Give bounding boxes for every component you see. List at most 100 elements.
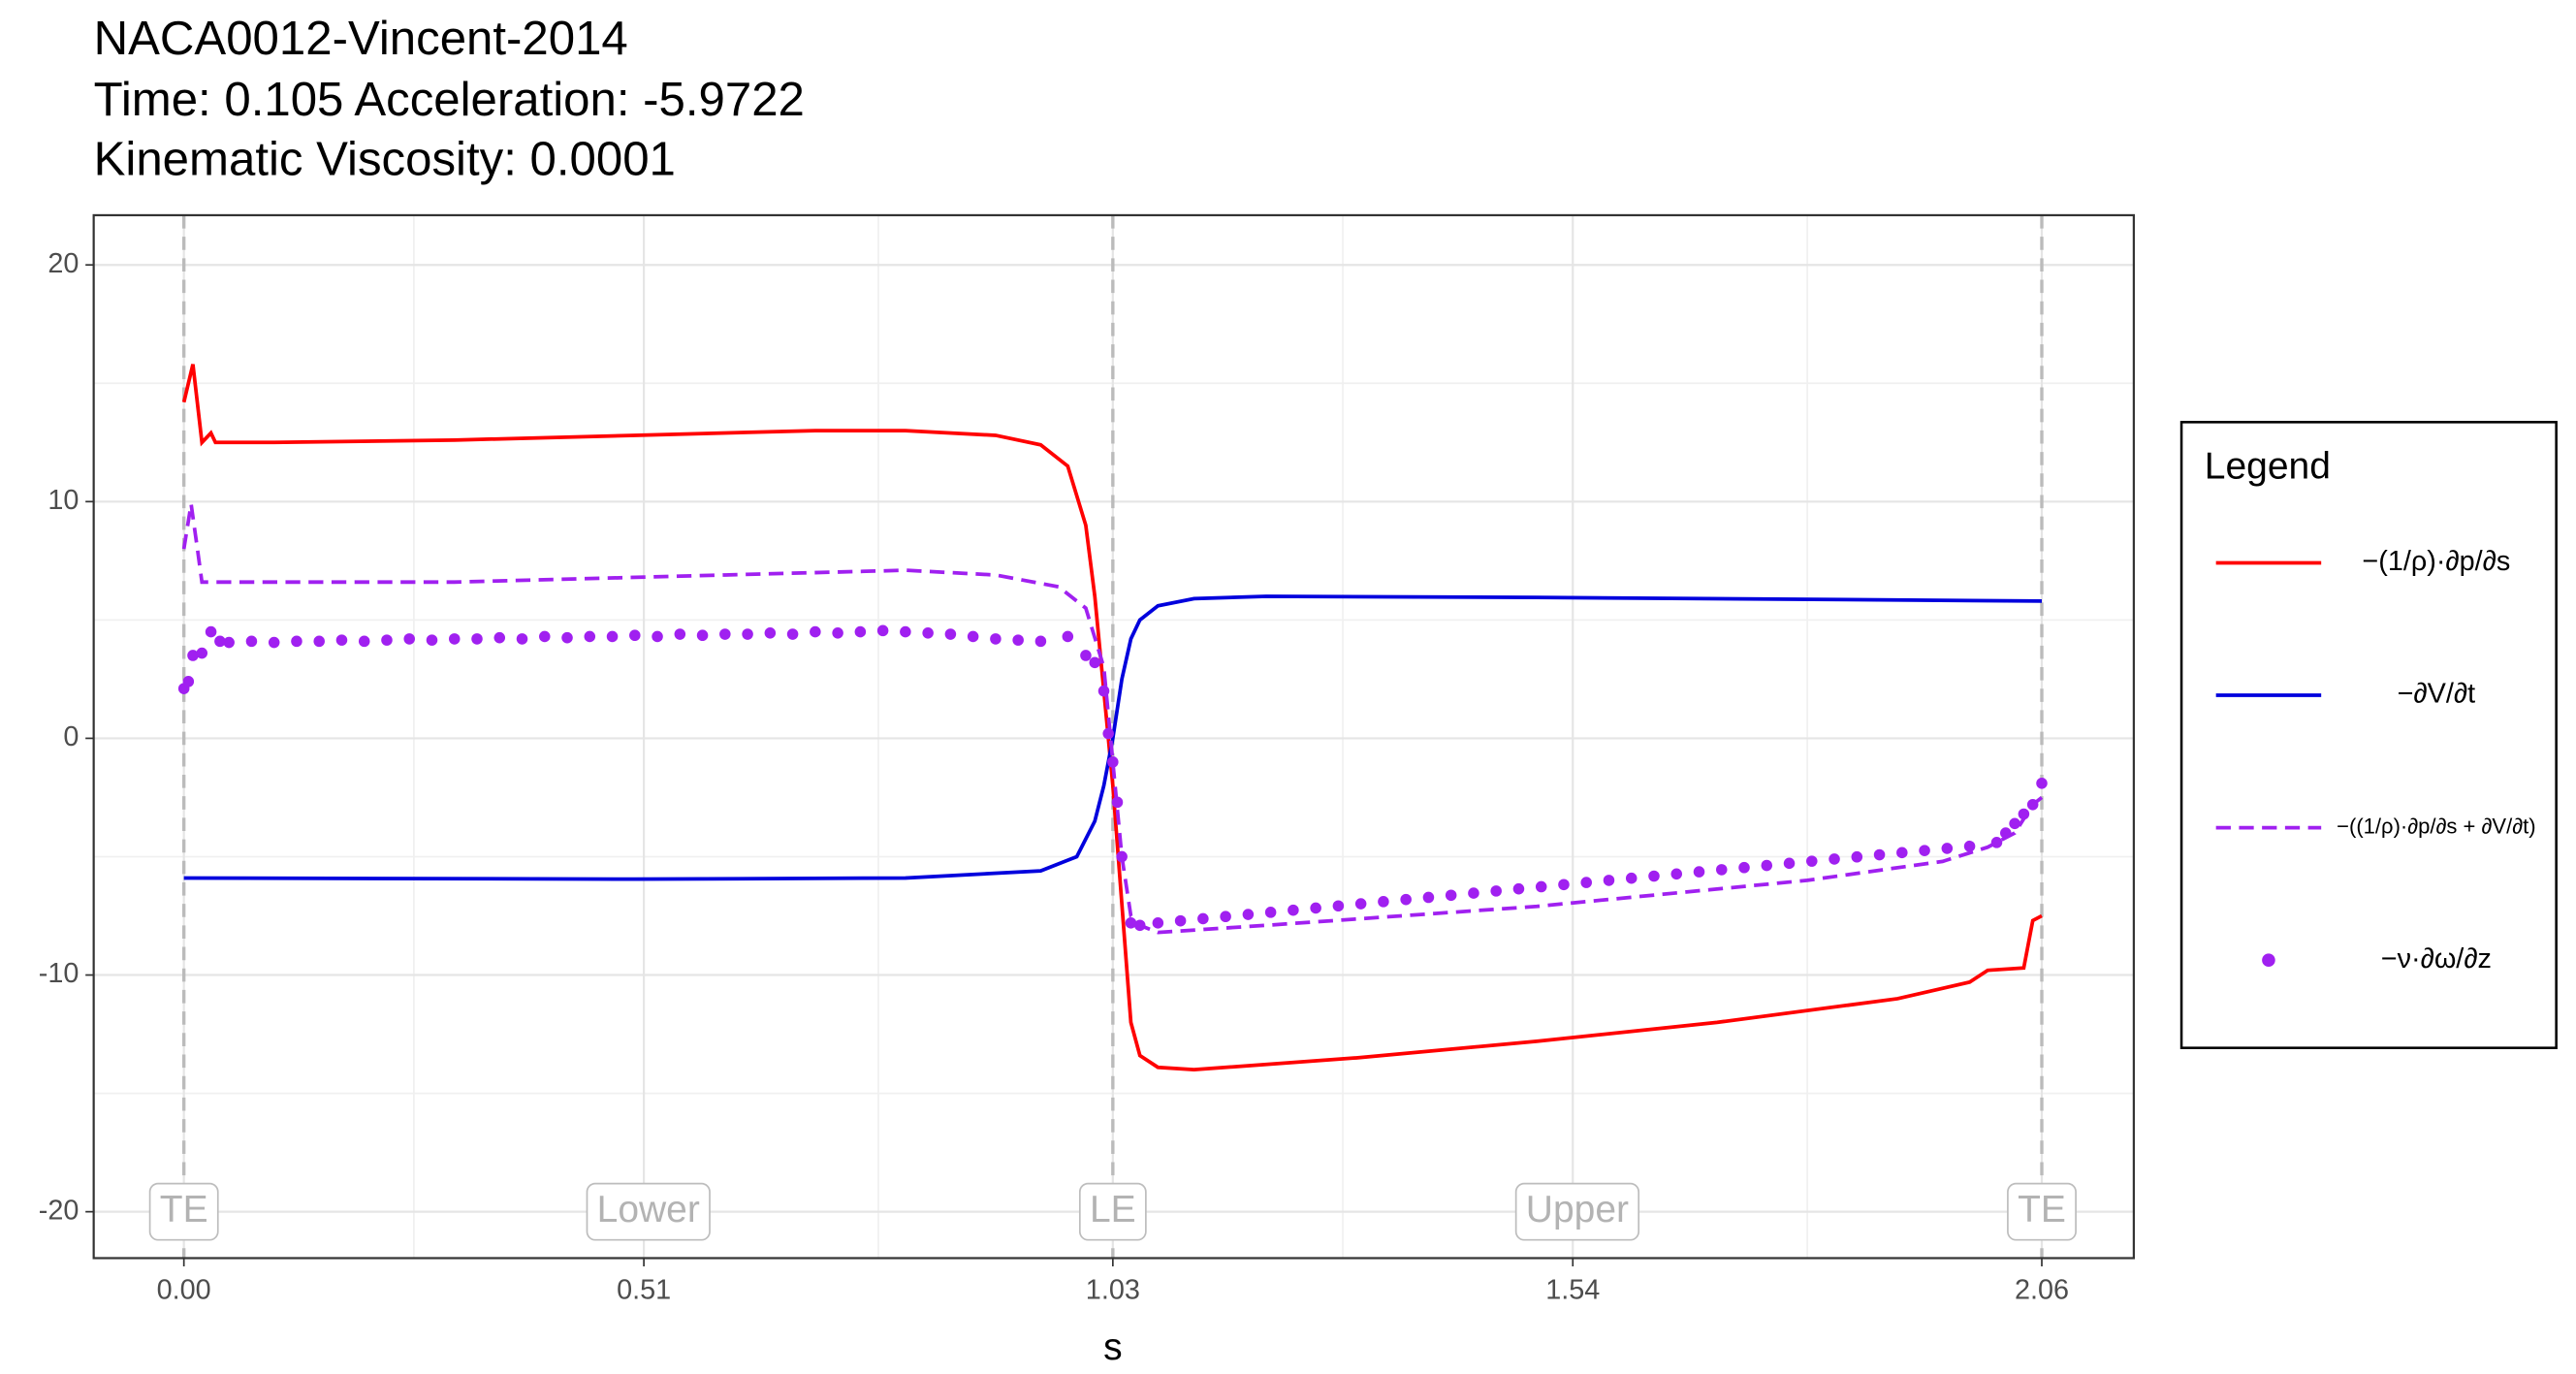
point (719, 628, 731, 640)
point (2018, 808, 2030, 820)
y-tick-label: 0 (63, 721, 79, 752)
point (1034, 635, 1047, 648)
annotation-label: Lower (597, 1189, 700, 1230)
point (1919, 845, 1930, 856)
x-axis-label: s (1103, 1326, 1122, 1368)
point (1264, 907, 1277, 918)
point (1288, 904, 1299, 916)
point (2000, 827, 2012, 839)
point (196, 647, 208, 659)
legend-swatch (2262, 953, 2275, 968)
annotation: TE (148, 1182, 219, 1241)
point (1354, 898, 1367, 910)
legend-title: Legend (2205, 445, 2331, 487)
line (183, 594, 2043, 881)
point (313, 635, 325, 648)
plot-border (92, 213, 2135, 1260)
point (1648, 870, 1660, 882)
chart-subtitle: Kinematic Viscosity: 0.0001 (94, 132, 676, 185)
point (358, 635, 370, 648)
y-tick-label: -10 (39, 958, 80, 989)
x-tick-label: 0.00 (157, 1274, 211, 1305)
point (1242, 909, 1255, 920)
annotation: Upper (1514, 1182, 1640, 1241)
point (291, 635, 302, 648)
point (1174, 914, 1187, 927)
point (2026, 798, 2039, 811)
legend-box (2179, 421, 2558, 1049)
point (1829, 853, 1840, 865)
point (1535, 880, 1547, 893)
point (1603, 875, 1615, 886)
point (268, 636, 280, 649)
chart-subtitle: Time: 0.105 Acceleration: -5.9722 (94, 73, 805, 126)
point (786, 628, 799, 640)
point (1332, 900, 1345, 912)
y-tick-label: -20 (39, 1195, 80, 1226)
annotation-box (2007, 1182, 2077, 1241)
point (944, 628, 957, 640)
x-tick-label: 2.06 (2015, 1274, 2069, 1305)
point (584, 630, 596, 643)
point (967, 630, 979, 643)
point (403, 633, 416, 645)
point (335, 634, 348, 646)
point (606, 630, 619, 643)
point (516, 633, 528, 645)
point (1761, 859, 1773, 872)
annotation-label: TE (160, 1189, 208, 1230)
point (1080, 650, 1092, 661)
point (652, 630, 663, 643)
point (1738, 861, 1750, 874)
annotation: Lower (586, 1182, 711, 1241)
point (2036, 778, 2048, 789)
point (1715, 864, 1728, 876)
point (1670, 868, 1683, 880)
point (245, 635, 258, 648)
point (900, 625, 911, 638)
point (1152, 917, 1164, 929)
point (922, 626, 934, 639)
point (1558, 879, 1570, 891)
point (1310, 902, 1321, 914)
point (493, 631, 506, 644)
point (539, 630, 551, 643)
point (1783, 857, 1796, 870)
point (1220, 911, 1231, 923)
annotation-label: LE (1090, 1189, 1136, 1230)
dashed-line (181, 503, 2044, 935)
annotation-label: Upper (1526, 1189, 1629, 1230)
point (381, 634, 393, 646)
point (629, 629, 641, 642)
point (182, 676, 195, 687)
y-tick-label: 20 (48, 248, 79, 279)
point (990, 633, 1002, 645)
legend-label: −(1/ρ)·∂p/∂s (2362, 546, 2510, 577)
point (1197, 912, 1209, 925)
point (1422, 891, 1435, 904)
chart-title: NACA0012-Vincent-2014 (94, 12, 628, 65)
point (1102, 727, 1114, 740)
x-tick-label: 1.54 (1545, 1274, 1600, 1305)
annotation: LE (1078, 1182, 1147, 1241)
point (1012, 634, 1024, 646)
point (742, 628, 753, 640)
point (674, 628, 686, 640)
point (1062, 630, 1074, 643)
point (810, 625, 821, 638)
point (1990, 837, 2003, 848)
point (876, 624, 889, 637)
annotation-box (1078, 1182, 1147, 1241)
point (1089, 656, 1100, 669)
point (854, 625, 867, 638)
point (1116, 850, 1128, 863)
point (1873, 848, 1886, 861)
point (1490, 885, 1502, 897)
y-tick-label: 10 (48, 485, 79, 516)
point (1896, 847, 1908, 859)
legend-label: −∂V/∂t (2398, 679, 2476, 710)
point (1378, 896, 1389, 908)
point (1693, 866, 1705, 878)
point (1107, 756, 1119, 768)
